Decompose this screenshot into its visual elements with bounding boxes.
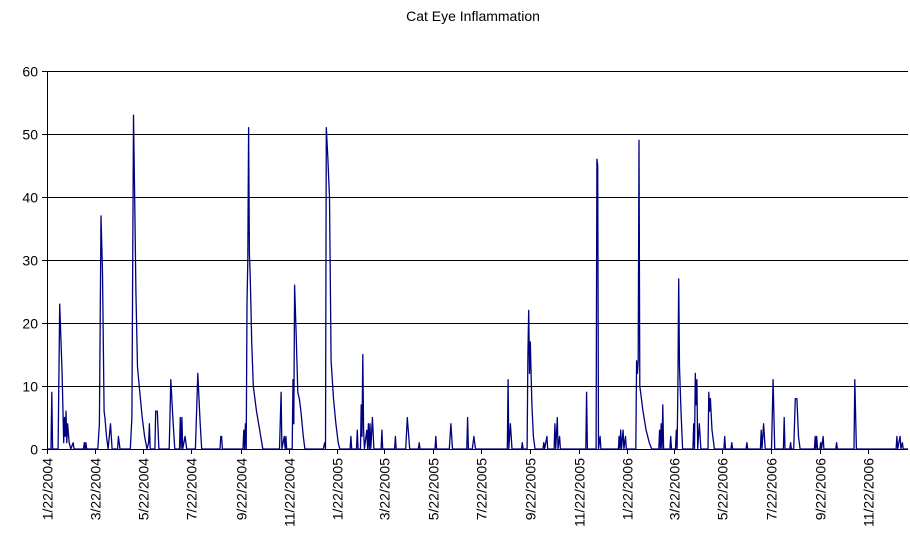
x-tick-label: 7/22/2006 (764, 458, 780, 520)
x-tick-label: 7/22/2004 (184, 458, 200, 520)
x-tick-label: 11/22/2005 (572, 458, 588, 527)
y-tick-label: 60 (22, 64, 38, 80)
x-tick-label: 9/22/2005 (523, 458, 539, 520)
y-tick-label: 50 (22, 127, 38, 143)
x-tick-label: 9/22/2004 (234, 458, 250, 520)
x-tick-label: 9/22/2006 (813, 458, 829, 520)
x-tick-label: 5/22/2004 (136, 458, 152, 520)
y-tick-label: 40 (22, 190, 38, 206)
chart-title: Cat Eye Inflammation (406, 8, 540, 24)
y-tick-label: 20 (22, 316, 38, 332)
x-tick-label: 1/22/2006 (620, 458, 636, 520)
x-tick-label: 1/22/2005 (330, 458, 346, 520)
x-tick-label: 3/22/2005 (377, 458, 393, 520)
y-tick-label: 0 (30, 442, 38, 458)
y-tick-label: 30 (22, 253, 38, 269)
x-tick-label: 7/22/2005 (474, 458, 490, 520)
y-axis-ticks: 0 10 20 30 40 50 60 (22, 64, 47, 458)
series-line (47, 114, 908, 450)
x-tick-label: 5/22/2006 (715, 458, 731, 520)
y-tick-label: 10 (22, 379, 38, 395)
x-axis-ticks: 1/22/2004 3/22/2004 5/22/2004 7/22/2004 9/22… (40, 449, 877, 527)
gridlines (47, 71, 908, 387)
x-tick-label: 5/22/2005 (426, 458, 442, 520)
x-tick-label: 11/22/2004 (282, 458, 298, 527)
x-tick-label: 3/22/2004 (88, 458, 104, 520)
series-group (47, 114, 908, 450)
x-tick-label: 3/22/2006 (667, 458, 683, 520)
x-tick-label: 11/22/2006 (861, 458, 877, 527)
x-tick-label: 1/22/2004 (40, 458, 56, 520)
